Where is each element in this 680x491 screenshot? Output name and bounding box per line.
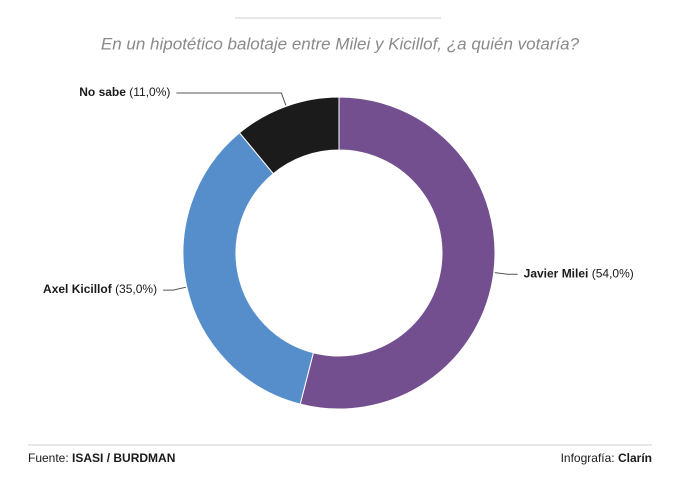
chart-title: En un hipotético balotaje entre Milei y …: [101, 34, 580, 53]
slice-name: Javier Milei: [524, 266, 589, 280]
slice-label: Javier Milei (54,0%): [524, 266, 634, 280]
slice-name: No sabe: [79, 85, 126, 99]
slice-name: Axel Kicillof: [43, 282, 113, 296]
source: Fuente: ISASI / BURDMAN: [28, 451, 175, 465]
leader-line: [163, 286, 186, 291]
credit-label: Infografía:: [561, 451, 615, 465]
source-label: Fuente:: [28, 451, 69, 465]
slice-label: Axel Kicillof (35,0%): [43, 282, 157, 296]
slice-value: (11,0%): [129, 85, 170, 99]
donut-slice: [182, 132, 314, 405]
leader-line: [494, 272, 518, 275]
slice-value: (35,0%): [115, 282, 157, 296]
source-name: ISASI / BURDMAN: [72, 451, 175, 465]
donut-slice: [299, 96, 496, 410]
slice-value: (54,0%): [592, 266, 634, 280]
leader-line: [176, 92, 287, 106]
credit: Infografía: Clarín: [561, 451, 652, 465]
slice-label: No sabe (11,0%): [79, 85, 170, 99]
donut-slice: [238, 96, 340, 175]
credit-name: Clarín: [618, 451, 652, 465]
